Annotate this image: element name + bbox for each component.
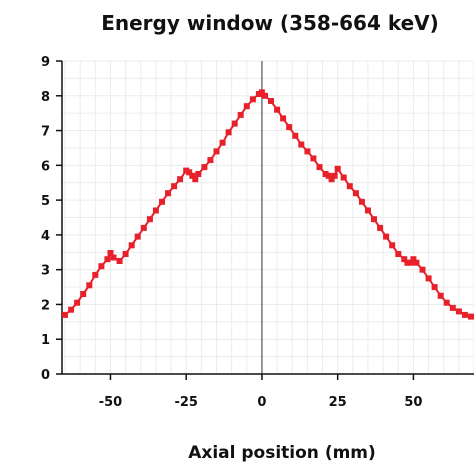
data-point-marker — [192, 176, 199, 183]
data-point-marker — [328, 176, 335, 183]
data-point-marker — [107, 250, 114, 256]
data-point-marker — [171, 183, 178, 190]
data-point-marker — [68, 306, 75, 313]
y-tick-label: 7 — [41, 125, 50, 140]
data-point-marker — [237, 111, 244, 118]
data-point-marker — [461, 311, 468, 318]
data-point-marker — [316, 164, 323, 171]
data-point-marker — [104, 256, 111, 263]
data-point-marker — [468, 313, 474, 320]
data-point-marker — [207, 157, 214, 164]
data-point-marker — [146, 216, 153, 223]
data-series — [62, 89, 474, 320]
y-tick-label: 3 — [41, 264, 50, 279]
data-point-marker — [304, 148, 311, 155]
data-point-marker — [140, 224, 147, 231]
data-point-marker — [298, 141, 305, 148]
data-point-marker — [383, 233, 390, 240]
y-axis-ticks: 0 1 2 3 4 5 6 7 8 9 — [41, 55, 62, 383]
data-point-marker — [449, 304, 456, 311]
data-point-marker — [334, 165, 341, 172]
data-point-marker — [80, 291, 87, 297]
data-point-marker — [274, 106, 281, 113]
data-point-marker — [325, 172, 332, 179]
data-point-marker — [401, 256, 408, 263]
data-point-marker — [413, 259, 420, 266]
data-point-marker — [286, 124, 293, 131]
data-point-marker — [395, 251, 402, 257]
data-point-marker — [110, 254, 117, 261]
data-point-marker — [134, 233, 141, 240]
data-point-marker — [358, 198, 365, 205]
x-tick-label: -25 — [174, 395, 198, 410]
data-point-marker — [152, 207, 159, 214]
data-point-marker — [201, 164, 208, 171]
data-point-marker — [186, 169, 193, 176]
data-point-marker — [165, 190, 171, 197]
data-point-marker — [258, 89, 265, 96]
data-point-marker — [310, 155, 317, 162]
x-tick-label: 25 — [329, 395, 347, 410]
x-axis-label: Axial position (mm) — [188, 443, 376, 463]
data-point-marker — [340, 174, 347, 181]
data-point-marker — [268, 98, 274, 104]
y-tick-label: 8 — [41, 90, 50, 105]
data-point-marker — [346, 183, 353, 190]
data-point-marker — [389, 242, 396, 249]
y-tick-label: 0 — [41, 368, 50, 383]
data-point-marker — [219, 139, 226, 146]
data-point-marker — [262, 92, 268, 99]
data-point-marker — [128, 242, 135, 249]
data-point-marker — [292, 132, 299, 139]
y-tick-label: 9 — [41, 55, 50, 70]
data-point-marker — [86, 282, 93, 289]
data-point-marker — [74, 299, 81, 306]
y-tick-label: 4 — [41, 229, 50, 244]
data-point-marker — [431, 284, 438, 291]
data-point-marker — [377, 224, 384, 231]
data-point-marker — [231, 120, 238, 127]
data-point-marker — [437, 292, 444, 299]
y-tick-label: 6 — [41, 159, 50, 174]
data-point-marker — [189, 172, 196, 179]
chart-title: Energy window (358-664 keV) — [101, 11, 439, 35]
data-point-marker — [249, 96, 256, 103]
data-point-marker — [98, 263, 105, 270]
x-tick-label: -50 — [99, 395, 123, 410]
data-point-marker — [365, 207, 371, 214]
y-tick-label: 2 — [41, 298, 50, 313]
data-point-marker — [407, 259, 414, 266]
grid — [62, 60, 474, 375]
data-point-marker — [410, 256, 417, 263]
data-point-marker — [371, 216, 377, 223]
data-point-marker — [425, 275, 432, 282]
data-point-marker — [455, 308, 462, 315]
data-point-marker — [243, 103, 250, 110]
data-point-marker — [177, 176, 184, 183]
data-point-marker — [92, 271, 99, 278]
x-tick-label: 0 — [257, 395, 266, 410]
data-point-marker — [443, 299, 450, 306]
data-point-marker — [62, 311, 68, 318]
data-point-marker — [331, 172, 338, 179]
data-point-marker — [159, 198, 165, 205]
y-tick-label: 1 — [41, 333, 50, 348]
data-point-marker — [116, 258, 123, 264]
x-axis-ticks: -50 -25 0 25 50 — [99, 374, 422, 410]
data-point-marker — [280, 115, 287, 122]
data-point-marker — [419, 266, 426, 273]
data-point-marker — [352, 190, 359, 197]
data-point-marker — [195, 171, 202, 177]
data-point-marker — [213, 148, 220, 155]
x-tick-label: 50 — [404, 395, 422, 410]
y-tick-label: 5 — [41, 194, 50, 209]
data-point-marker — [122, 251, 129, 257]
data-point-marker — [225, 129, 232, 136]
